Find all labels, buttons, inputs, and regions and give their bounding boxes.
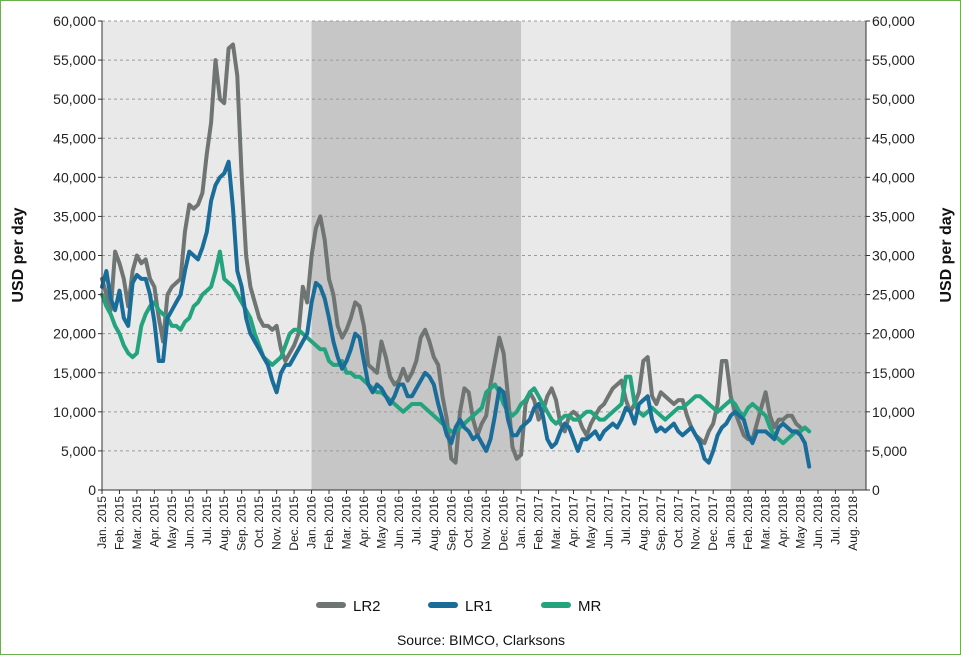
- y-tick-label-left: 5,000: [61, 443, 96, 459]
- y-axis-title-right: USD per day: [938, 207, 955, 302]
- x-tick-label: Jan. 2017: [514, 496, 528, 549]
- x-tick-label: Jun. 2018: [811, 496, 825, 549]
- x-tick-label: Jan. 2016: [305, 496, 319, 549]
- legend-label-lr2: LR2: [353, 598, 381, 615]
- x-tick-label: Sep. 2016: [444, 496, 458, 551]
- x-tick-label: Mar. 2016: [339, 496, 353, 550]
- x-tick-label: Dec. 2016: [497, 496, 511, 551]
- y-tick-label-left: 30,000: [53, 248, 96, 264]
- y-tick-label-left: 60,000: [53, 13, 96, 29]
- y-tick-label-left: 55,000: [53, 52, 96, 68]
- data-series: [100, 42, 812, 469]
- x-tick-label: Aug. 2018: [846, 496, 860, 551]
- x-tick-label: May 2018: [794, 496, 808, 549]
- y-axis-right: 0 5,000 10,000 15,000 20,000 25,000 30,000 35,0…: [865, 13, 915, 498]
- x-tick-label: Feb. 2017: [532, 496, 546, 550]
- x-tick-label: Mar. 2018: [759, 496, 773, 550]
- x-axis: Jan. 2015 Feb. 2015 Mar. 2015 Apr. 2015 May …: [95, 489, 866, 551]
- y-tick-label-left: 0: [88, 482, 96, 498]
- x-tick-label: Sep. 2017: [654, 496, 668, 551]
- y-tick-label-left: 25,000: [53, 287, 96, 303]
- x-tick-label: Jul. 2016: [409, 496, 423, 545]
- y-tick-label-left: 35,000: [53, 208, 96, 224]
- x-tick-label: Jun. 2017: [601, 496, 615, 549]
- x-tick-label: Apr. 2017: [566, 496, 580, 548]
- series-line-lr1: [100, 159, 812, 469]
- x-tick-label: May 2015: [165, 496, 179, 549]
- x-tick-label: Aug. 2015: [217, 496, 231, 551]
- y-tick-label-right: 40,000: [872, 169, 915, 185]
- x-tick-label: Dec. 2017: [706, 496, 720, 551]
- y-tick-label-left: 50,000: [53, 91, 96, 107]
- y-tick-label-left: 15,000: [53, 365, 96, 381]
- legend-label-mr: MR: [578, 598, 601, 615]
- y-tick-label-right: 60,000: [872, 13, 915, 29]
- x-tick-label: Jul. 2017: [619, 496, 633, 545]
- x-tick-label: Apr. 2016: [357, 496, 371, 548]
- y-tick-label-left: 20,000: [53, 326, 96, 342]
- x-tick-label: Sep. 2015: [235, 496, 249, 551]
- y-tick-label-right: 10,000: [872, 404, 915, 420]
- y-tick-label-right: 25,000: [872, 287, 915, 303]
- x-tick-label: Feb. 2015: [112, 496, 126, 550]
- x-tick-label: Jul. 2018: [828, 496, 842, 545]
- legend-label-lr1: LR1: [465, 598, 493, 615]
- x-tick-label: Aug. 2017: [636, 496, 650, 551]
- y-tick-label-right: 55,000: [872, 52, 915, 68]
- x-tick-label: Apr. 2018: [776, 496, 790, 548]
- x-tick-label: Nov. 2017: [689, 496, 703, 550]
- x-tick-label: Jan. 2018: [724, 496, 738, 549]
- x-tick-label: Nov. 2015: [270, 496, 284, 550]
- x-tick-label: Feb. 2018: [741, 496, 755, 550]
- legend: LR2 LR1 MR: [316, 598, 601, 615]
- y-tick-label-right: 50,000: [872, 91, 915, 107]
- y-tick-label-right: 30,000: [872, 248, 915, 264]
- x-tick-label: May 2016: [374, 496, 388, 549]
- y-tick-label-left: 10,000: [53, 404, 96, 420]
- x-tick-label: Jun. 2016: [392, 496, 406, 549]
- x-tick-label: Oct. 2017: [671, 496, 685, 548]
- x-tick-label: Jan. 2015: [95, 496, 109, 549]
- source-note: Source: BIMCO, Clarksons: [397, 632, 565, 648]
- y-tick-label-left: 40,000: [53, 169, 96, 185]
- x-tick-label: Oct. 2015: [252, 496, 266, 548]
- y-tick-label-right: 20,000: [872, 326, 915, 342]
- y-tick-label-right: 45,000: [872, 130, 915, 146]
- x-tick-label: Dec. 2015: [287, 496, 301, 551]
- x-tick-label: Mar. 2017: [549, 496, 563, 550]
- x-tick-label: Jun. 2015: [182, 496, 196, 549]
- x-tick-label: Aug. 2016: [427, 496, 441, 551]
- x-tick-label: Nov. 2016: [479, 496, 493, 550]
- x-tick-label: Feb. 2016: [322, 496, 336, 550]
- y-tick-label-right: 5,000: [872, 443, 907, 459]
- x-tick-label: Apr. 2015: [147, 496, 161, 548]
- y-tick-label-right: 15,000: [872, 365, 915, 381]
- y-axis-title-left: USD per day: [10, 207, 27, 302]
- x-tick-label: Mar. 2015: [130, 496, 144, 550]
- y-tick-label-right: 0: [872, 482, 880, 498]
- y-tick-label-right: 35,000: [872, 208, 915, 224]
- y-axis-left: 0 5,000 10,000 15,000 20,000 25,000 30,000 35,0…: [53, 13, 103, 498]
- x-tick-label: May 2017: [584, 496, 598, 549]
- x-tick-label: Jul. 2015: [200, 496, 214, 545]
- x-tick-label: Oct. 2016: [462, 496, 476, 548]
- y-tick-label-left: 45,000: [53, 130, 96, 146]
